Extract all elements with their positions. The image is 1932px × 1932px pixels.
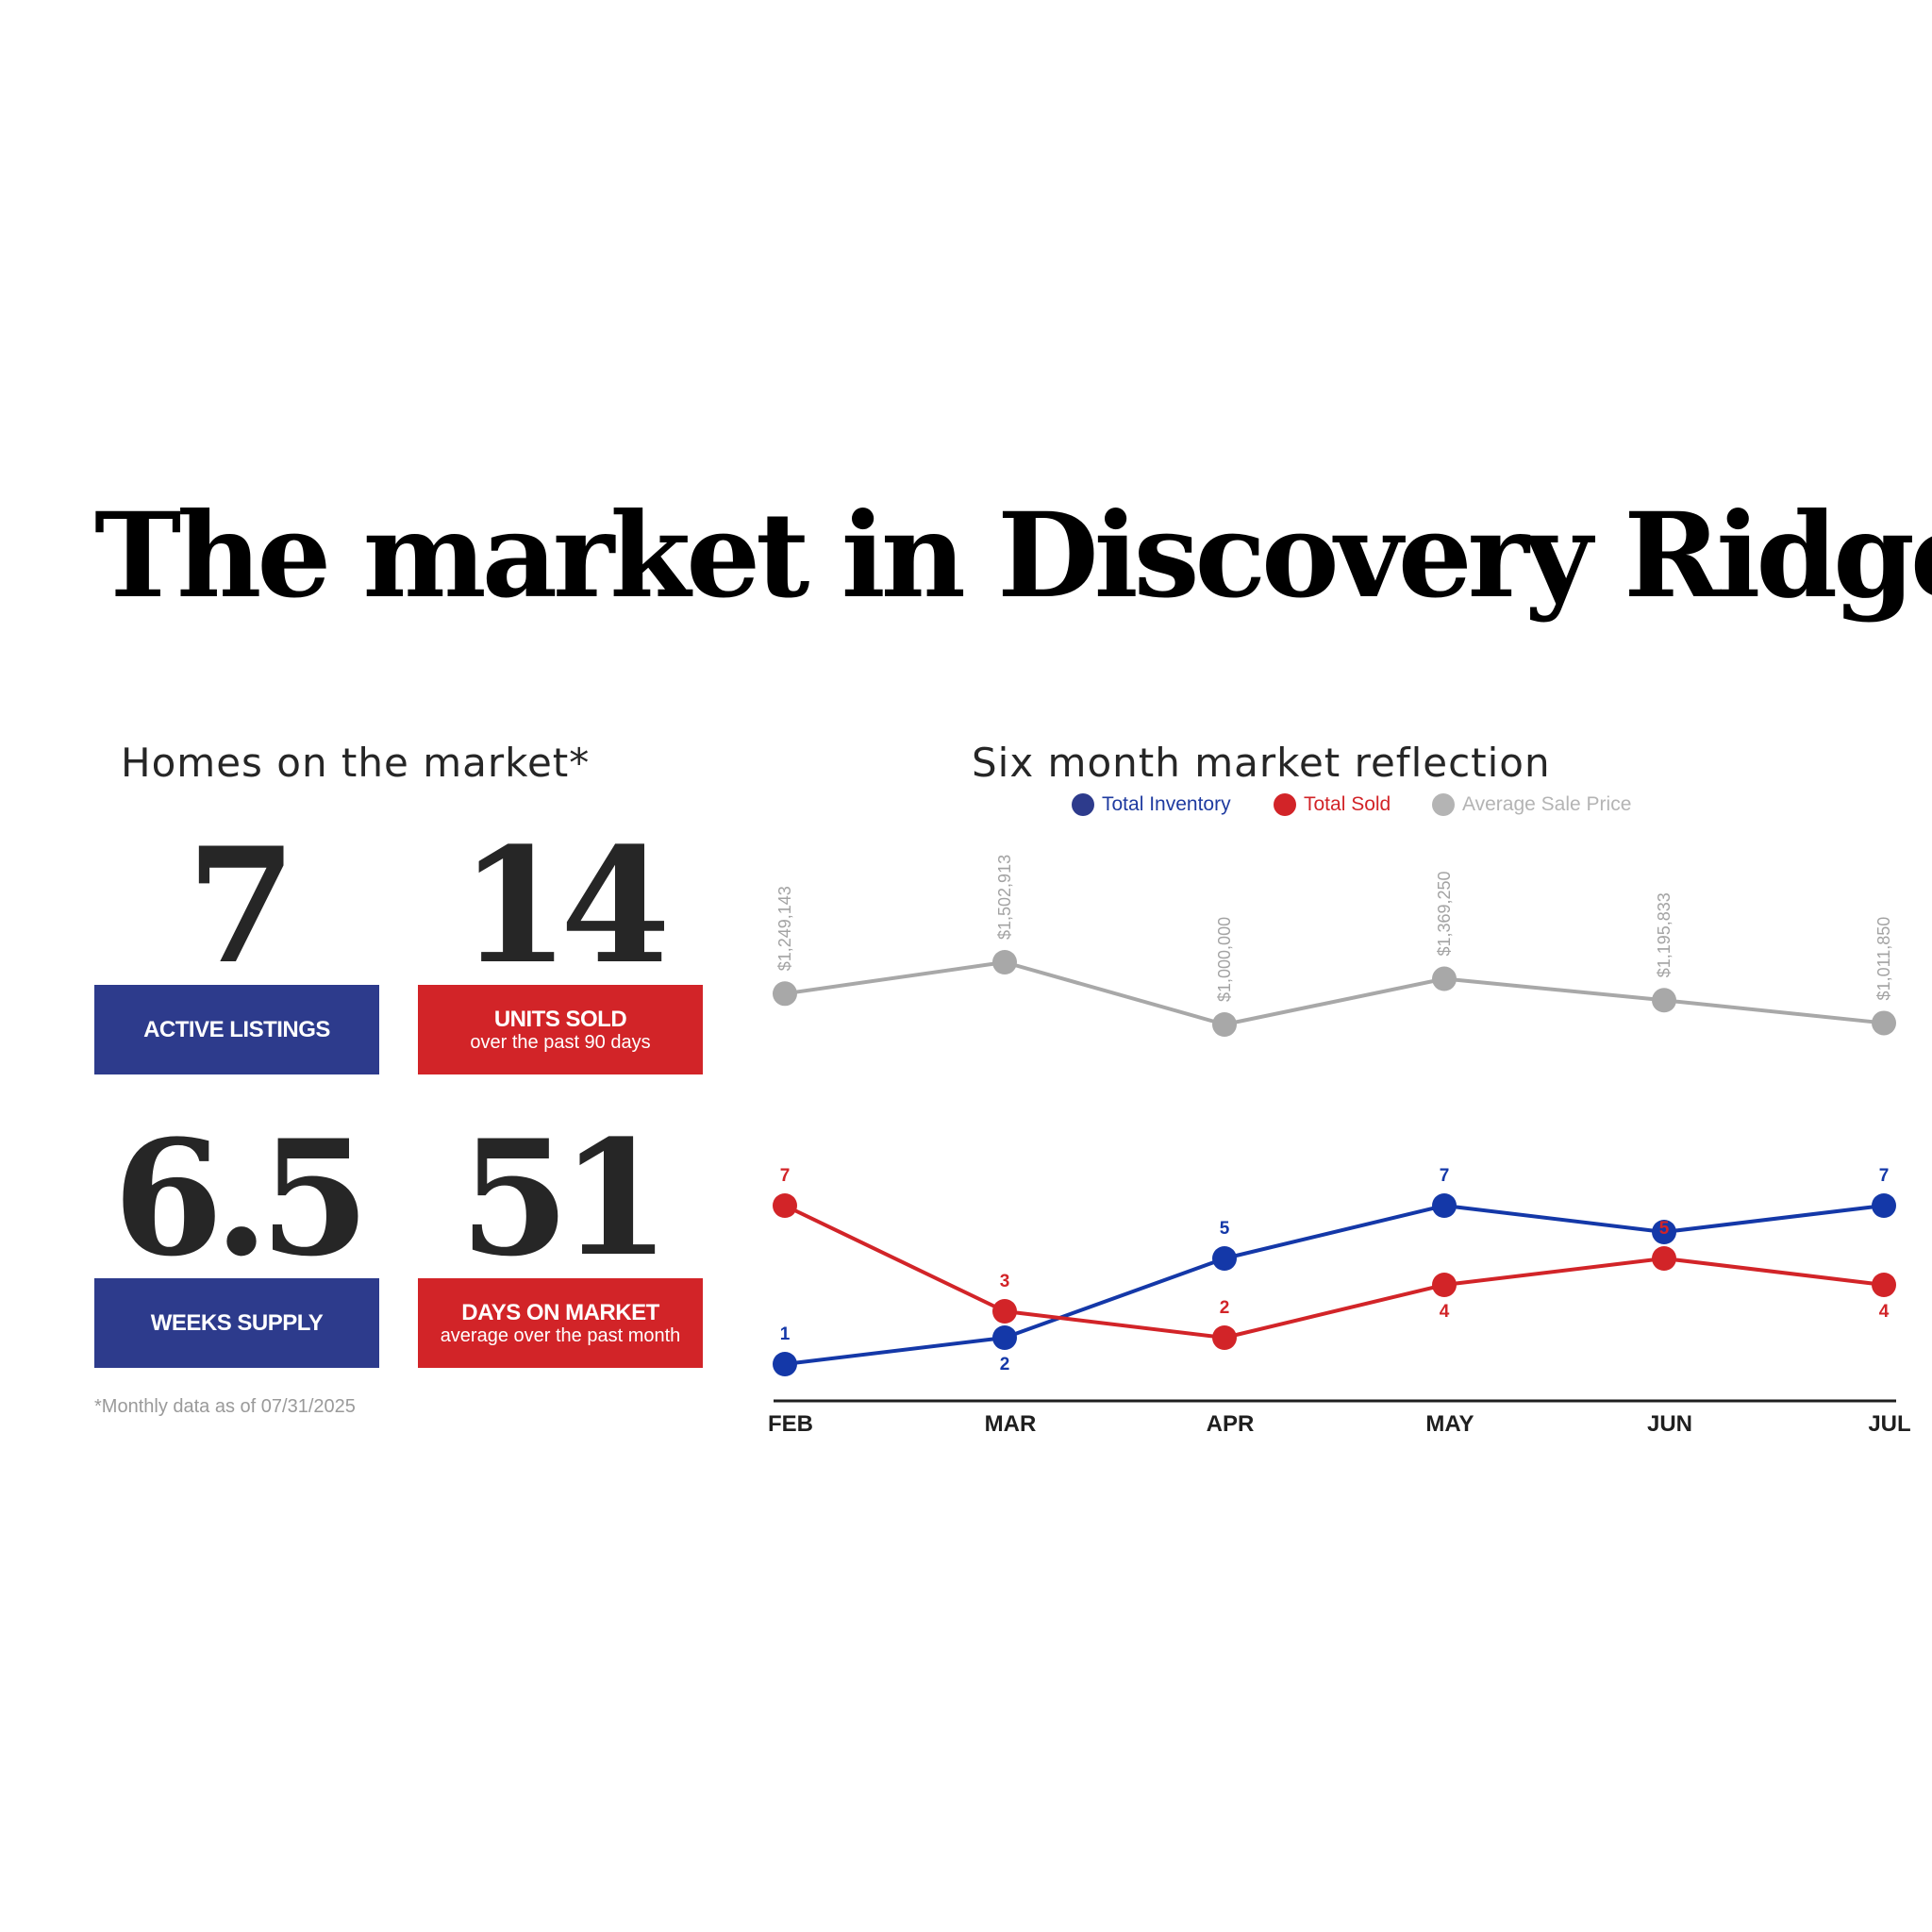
series-line-average-sale-price xyxy=(784,960,1885,1026)
data-label-total-inventory-jul: 7 xyxy=(1879,1166,1890,1186)
data-label-total-sold-feb: 7 xyxy=(780,1166,791,1186)
legend-item-average-sale-price: Average Sale Price xyxy=(1432,791,1631,819)
series-line-total-inventory xyxy=(784,1204,1885,1366)
data-label-average-sale-price-apr: $1,000,000 xyxy=(1215,917,1234,1002)
point-average-sale-price-mar xyxy=(992,950,1017,974)
headline-place: Discovery Ridge xyxy=(997,488,1932,625)
data-label-average-sale-price-may: $1,369,250 xyxy=(1435,871,1454,956)
x-tick-label-jun: JUN xyxy=(1647,1411,1692,1437)
days-on-market-label-box: DAYS ON MARKET average over the past mon… xyxy=(418,1278,703,1368)
point-total-inventory-apr xyxy=(1212,1246,1237,1271)
point-total-inventory-mar xyxy=(992,1325,1017,1350)
point-average-sale-price-jul xyxy=(1872,1010,1896,1036)
x-tick-label-feb: FEB xyxy=(768,1411,813,1437)
data-label-total-sold-may: 4 xyxy=(1440,1302,1450,1322)
units-sold-label-box: UNITS SOLD over the past 90 days xyxy=(418,985,703,1074)
point-total-sold-mar xyxy=(992,1299,1017,1324)
legend-label-total-inventory: Total Inventory xyxy=(1102,793,1231,815)
legend-label-total-sold: Total Sold xyxy=(1304,793,1391,815)
headline-lead: The market in xyxy=(94,488,998,625)
units-sold-sublabel: over the past 90 days xyxy=(470,1032,651,1053)
data-label-average-sale-price-jun: $1,195,833 xyxy=(1655,892,1674,977)
legend-label-average-sale-price: Average Sale Price xyxy=(1462,793,1632,815)
x-tick-label-apr: APR xyxy=(1207,1411,1255,1437)
data-label-total-sold-mar: 3 xyxy=(1000,1272,1010,1291)
point-total-inventory-jun xyxy=(1652,1220,1676,1244)
point-total-sold-may xyxy=(1432,1273,1457,1297)
footnote: *Monthly data as of 07/31/2025 xyxy=(94,1396,356,1417)
point-total-sold-jun xyxy=(1652,1246,1676,1271)
point-average-sale-price-feb xyxy=(773,981,797,1007)
weeks-supply-value: 6.5 xyxy=(112,1105,370,1291)
active-listings-value: 7 xyxy=(186,812,297,999)
market-line-chart: FEBMARAPRMAYJUNJUL125767732454$1,249,143… xyxy=(768,855,1911,1437)
data-label-total-sold-apr: 2 xyxy=(1220,1298,1230,1318)
legend-dot-total-inventory xyxy=(1072,793,1094,816)
point-total-sold-feb xyxy=(773,1193,797,1218)
units-sold-value: 14 xyxy=(459,812,671,999)
data-label-total-sold-jun: 5 xyxy=(1659,1219,1670,1239)
x-tick-label-may: MAY xyxy=(1425,1411,1474,1437)
data-label-average-sale-price-feb: $1,249,143 xyxy=(775,886,794,971)
days-on-market-label: DAYS ON MARKET xyxy=(461,1300,659,1325)
point-average-sale-price-jun xyxy=(1652,988,1676,1013)
data-label-total-inventory-may: 7 xyxy=(1440,1166,1450,1186)
chart-title: Six month market reflection xyxy=(972,740,1551,786)
data-label-average-sale-price-mar: $1,502,913 xyxy=(995,855,1014,940)
active-listings-label-box: ACTIVE LISTINGS xyxy=(94,985,379,1074)
point-total-sold-apr xyxy=(1212,1325,1237,1350)
days-on-market-sublabel: average over the past month xyxy=(440,1325,681,1346)
point-total-inventory-may xyxy=(1432,1193,1457,1218)
units-sold-label: UNITS SOLD xyxy=(493,1007,627,1032)
weeks-supply-label: WEEKS SUPPLY xyxy=(150,1309,324,1336)
data-label-total-inventory-mar: 2 xyxy=(1000,1355,1010,1374)
legend-dot-total-sold xyxy=(1274,793,1296,816)
weeks-supply-label-box: WEEKS SUPPLY xyxy=(94,1278,379,1368)
page-headline: The market in Discovery Ridge xyxy=(94,498,1932,615)
point-total-inventory-feb xyxy=(773,1352,797,1376)
x-tick-label-mar: MAR xyxy=(985,1411,1037,1437)
data-label-total-inventory-feb: 1 xyxy=(780,1324,791,1344)
days-on-market-value: 51 xyxy=(459,1105,671,1291)
series-line-total-sold xyxy=(784,1204,1885,1340)
point-average-sale-price-may xyxy=(1432,966,1457,991)
data-label-total-inventory-apr: 5 xyxy=(1220,1219,1230,1239)
legend-item-total-inventory: Total Inventory xyxy=(1072,791,1231,819)
x-tick-label-jul: JUL xyxy=(1868,1411,1910,1437)
homes-section-title: Homes on the market* xyxy=(121,740,591,786)
point-average-sale-price-apr xyxy=(1212,1012,1237,1037)
data-label-average-sale-price-jul: $1,011,850 xyxy=(1874,917,1893,1001)
point-total-inventory-jul xyxy=(1872,1193,1896,1218)
point-total-sold-jul xyxy=(1872,1273,1896,1297)
data-label-total-sold-jul: 4 xyxy=(1879,1302,1890,1322)
legend-dot-average-sale-price xyxy=(1432,793,1455,816)
active-listings-label: ACTIVE LISTINGS xyxy=(143,1016,330,1042)
legend-item-total-sold: Total Sold xyxy=(1274,791,1391,819)
